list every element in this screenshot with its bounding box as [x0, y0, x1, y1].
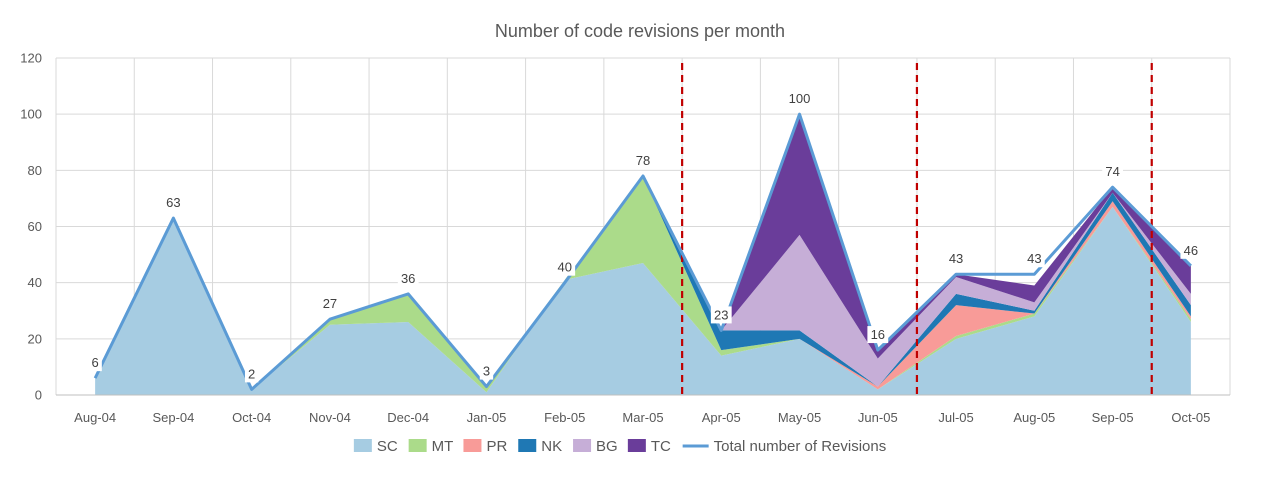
data-label: 3	[483, 364, 490, 379]
data-label-bg	[244, 365, 259, 383]
y-tick-label: 120	[20, 51, 42, 66]
y-tick-label: 40	[28, 275, 42, 290]
x-tick-label: Oct-05	[1171, 410, 1210, 425]
x-tick-label: Oct-04	[232, 410, 271, 425]
legend-swatch	[408, 439, 427, 452]
data-label: 74	[1105, 164, 1119, 179]
data-label-bg	[632, 151, 654, 169]
data-label-bg	[479, 362, 494, 380]
legend-swatch	[518, 439, 537, 452]
series-area-sc	[95, 206, 1191, 395]
legend-swatch	[627, 439, 646, 452]
data-label-bg	[554, 258, 576, 276]
x-tick-label: Aug-04	[74, 410, 116, 425]
y-tick-label: 80	[28, 163, 42, 178]
data-label-bg	[1180, 241, 1202, 259]
data-label-bg	[397, 269, 419, 287]
x-tick-label: Jun-05	[858, 410, 898, 425]
legend-item-mt: MT	[408, 438, 454, 455]
data-label: 23	[714, 307, 728, 322]
data-label: 6	[92, 355, 99, 370]
data-label: 16	[871, 327, 885, 342]
stacked-areas	[95, 114, 1191, 395]
legend-label: TC	[651, 438, 671, 455]
x-tick-label: Jul-05	[938, 410, 973, 425]
x-tick-label: Nov-04	[309, 410, 351, 425]
legend-item-total-number-of-revisions: Total number of Revisions	[682, 438, 887, 455]
data-label-bg	[163, 194, 184, 212]
x-tick-label: May-05	[778, 410, 821, 425]
data-labels: 6 63 2 27 36 3 40 78 23 100 16 43 43 74 46	[88, 90, 1202, 383]
x-tick-label: Sep-04	[152, 410, 194, 425]
y-tick-label: 100	[20, 107, 42, 122]
legend-label: SC	[377, 438, 398, 455]
data-label: 36	[401, 271, 415, 286]
legend-item-nk: NK	[518, 438, 562, 455]
legend-item-tc: TC	[627, 438, 671, 455]
data-label-bg	[1023, 250, 1045, 268]
x-tick-label: Mar-05	[622, 410, 663, 425]
x-tick-label: Sep-05	[1092, 410, 1134, 425]
series-area-bg	[95, 175, 1191, 390]
x-tick-label: Aug-05	[1013, 410, 1055, 425]
data-label-bg	[319, 295, 341, 313]
data-label: 40	[557, 260, 571, 275]
y-tick-label: 60	[28, 219, 42, 234]
chart-title: Number of code revisions per month	[495, 21, 785, 41]
data-label: 27	[323, 296, 337, 311]
x-tick-label: Jan-05	[467, 410, 507, 425]
data-label: 43	[949, 251, 963, 266]
total-line-layer	[93, 112, 1192, 391]
x-tick-label: Feb-05	[544, 410, 585, 425]
vertical-markers	[681, 63, 1153, 395]
data-label: 78	[636, 153, 650, 168]
data-label: 46	[1184, 243, 1198, 258]
y-tick-label: 0	[35, 388, 42, 403]
legend-item-sc: SC	[353, 438, 398, 455]
data-label: 100	[789, 91, 811, 106]
legend-label: Total number of Revisions	[714, 438, 887, 455]
data-label-bg	[1102, 163, 1123, 181]
series-area-mt	[95, 175, 1191, 393]
data-label-bg	[710, 306, 732, 324]
data-label: 2	[248, 366, 255, 381]
legend: SC MT PR NK BG TC Total number of Revisions	[353, 438, 887, 455]
data-label-bg	[88, 354, 102, 372]
legend-item-pr: PR	[463, 438, 507, 455]
legend-label: BG	[596, 438, 618, 455]
legend-swatch	[573, 439, 592, 452]
total-revisions-line	[93, 112, 1192, 391]
legend-item-bg: BG	[573, 438, 618, 455]
x-tick-label: Apr-05	[702, 410, 741, 425]
y-tick-label: 20	[28, 331, 42, 346]
data-label: 63	[166, 195, 180, 210]
legend-swatch	[353, 439, 372, 452]
legend-label: NK	[541, 438, 562, 455]
data-label: 43	[1027, 251, 1041, 266]
x-tick-label: Dec-04	[387, 410, 429, 425]
data-label-bg	[785, 90, 814, 108]
data-label-bg	[867, 326, 889, 344]
legend-label: MT	[432, 438, 454, 455]
legend-swatch	[463, 439, 482, 452]
legend-label: PR	[486, 438, 507, 455]
data-label-bg	[945, 250, 967, 268]
axes: 0 20 40 60 80 100 120 Aug-04 Sep-04 Oct-04 Nov-04 D…	[20, 51, 1230, 425]
